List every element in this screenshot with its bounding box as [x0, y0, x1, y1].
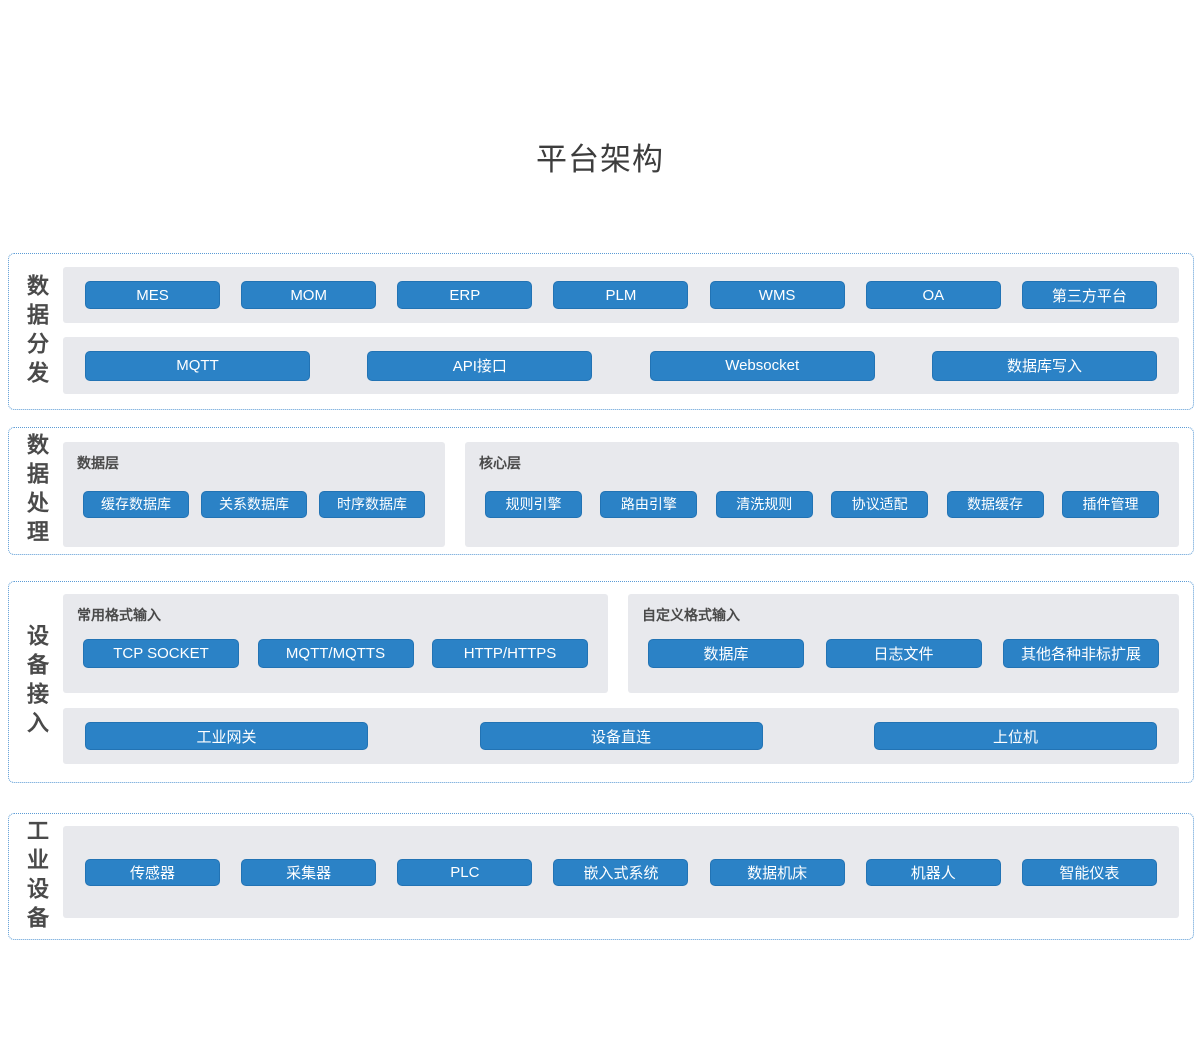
section-label-column: 工业设备	[9, 814, 63, 939]
node-routing-engine: 路由引擎	[600, 490, 698, 518]
node-robot: 机器人	[865, 858, 1001, 886]
device-access-input-groups: 常用格式输入 TCP SOCKET MQTT/MQTTS HTTP/HTTPS …	[63, 594, 1179, 693]
section-data-processing: 数据处理 数据层 缓存数据库 关系数据库 时序数据库 核心层 规则引擎 路由引擎…	[8, 427, 1194, 555]
node-http-https: HTTP/HTTPS	[432, 638, 588, 668]
node-erp: ERP	[397, 281, 533, 309]
access-methods-panel: 工业网关 设备直连 上位机	[63, 708, 1179, 764]
section-data-distribution: 数据分发 MES MOM ERP PLM WMS OA 第三方平台 MQTT A…	[8, 253, 1194, 410]
node-timeseries-db: 时序数据库	[319, 490, 425, 518]
distribution-channels-panel: MQTT API接口 Websocket 数据库写入	[63, 337, 1179, 394]
section-device-access: 设备接入 常用格式输入 TCP SOCKET MQTT/MQTTS HTTP/H…	[8, 581, 1194, 783]
node-mes: MES	[85, 281, 220, 309]
distribution-apps-panel: MES MOM ERP PLM WMS OA 第三方平台	[63, 267, 1179, 323]
node-db-write: 数据库写入	[931, 350, 1157, 381]
node-mqtt-mqtts: MQTT/MQTTS	[257, 638, 414, 668]
section-data-processing-label: 数据处理	[24, 433, 49, 549]
node-sensor: 传感器	[85, 858, 220, 886]
node-rule-engine: 规则引擎	[485, 490, 582, 518]
node-log-file: 日志文件	[825, 638, 982, 668]
core-layer-buttons: 规则引擎 路由引擎 清洗规则 协议适配 数据缓存 插件管理	[479, 473, 1165, 535]
node-mqtt: MQTT	[85, 350, 310, 381]
node-protocol-adapter: 协议适配	[831, 490, 929, 518]
node-websocket: Websocket	[649, 350, 875, 381]
node-tcp-socket: TCP SOCKET	[83, 638, 239, 668]
common-format-group: 常用格式输入 TCP SOCKET MQTT/MQTTS HTTP/HTTPS	[63, 594, 608, 693]
section-data-processing-content: 数据层 缓存数据库 关系数据库 时序数据库 核心层 规则引擎 路由引擎 清洗规则…	[63, 428, 1193, 554]
node-industrial-gateway: 工业网关	[85, 722, 368, 750]
data-layer-title: 数据层	[77, 455, 119, 471]
section-industrial-equipment-content: 传感器 采集器 PLC 嵌入式系统 数据机床 机器人 智能仪表	[63, 814, 1193, 939]
node-cleaning-rules: 清洗规则	[715, 490, 813, 518]
section-data-distribution-label: 数据分发	[24, 273, 49, 390]
page-title: 平台架构	[536, 142, 664, 177]
node-host-computer: 上位机	[874, 722, 1157, 750]
section-label-column: 数据分发	[9, 254, 63, 409]
node-collector: 采集器	[241, 858, 377, 886]
section-label-column: 数据处理	[9, 428, 63, 554]
section-label-column: 设备接入	[9, 582, 63, 782]
node-smart-instrument: 智能仪表	[1021, 858, 1157, 886]
custom-format-buttons: 数据库 日志文件 其他各种非标扩展	[642, 625, 1165, 681]
section-industrial-equipment: 工业设备 传感器 采集器 PLC 嵌入式系统 数据机床 机器人 智能仪表	[8, 813, 1194, 940]
node-third-party-platform: 第三方平台	[1021, 281, 1157, 309]
custom-format-title: 自定义格式输入	[642, 607, 740, 623]
node-plugin-management: 插件管理	[1061, 490, 1159, 518]
data-layer-group: 数据层 缓存数据库 关系数据库 时序数据库	[63, 442, 445, 547]
node-embedded-system: 嵌入式系统	[553, 858, 689, 886]
node-nonstandard-extension: 其他各种非标扩展	[1003, 638, 1159, 668]
core-layer-title: 核心层	[479, 455, 521, 471]
core-layer-group: 核心层 规则引擎 路由引擎 清洗规则 协议适配 数据缓存 插件管理	[465, 442, 1179, 547]
node-relational-db: 关系数据库	[201, 490, 307, 518]
common-format-title: 常用格式输入	[77, 607, 161, 623]
node-cache-db: 缓存数据库	[83, 490, 189, 518]
section-device-access-content: 常用格式输入 TCP SOCKET MQTT/MQTTS HTTP/HTTPS …	[63, 582, 1193, 782]
node-wms: WMS	[709, 281, 845, 309]
node-database: 数据库	[648, 638, 804, 668]
node-plc: PLC	[397, 858, 533, 886]
custom-format-group: 自定义格式输入 数据库 日志文件 其他各种非标扩展	[628, 594, 1179, 693]
node-oa: OA	[865, 281, 1001, 309]
node-mom: MOM	[241, 281, 377, 309]
equipment-panel: 传感器 采集器 PLC 嵌入式系统 数据机床 机器人 智能仪表	[63, 826, 1179, 918]
node-data-cache: 数据缓存	[946, 490, 1044, 518]
node-plm: PLM	[553, 281, 689, 309]
node-data-machine-tool: 数据机床	[709, 858, 845, 886]
section-device-access-label: 设备接入	[24, 624, 49, 740]
common-format-buttons: TCP SOCKET MQTT/MQTTS HTTP/HTTPS	[77, 625, 594, 681]
section-industrial-equipment-label: 工业设备	[24, 818, 49, 935]
node-device-direct-connect: 设备直连	[479, 722, 763, 750]
node-api-interface: API接口	[367, 350, 593, 381]
section-data-distribution-content: MES MOM ERP PLM WMS OA 第三方平台 MQTT API接口 …	[63, 254, 1193, 409]
data-layer-buttons: 缓存数据库 关系数据库 时序数据库	[77, 473, 431, 535]
